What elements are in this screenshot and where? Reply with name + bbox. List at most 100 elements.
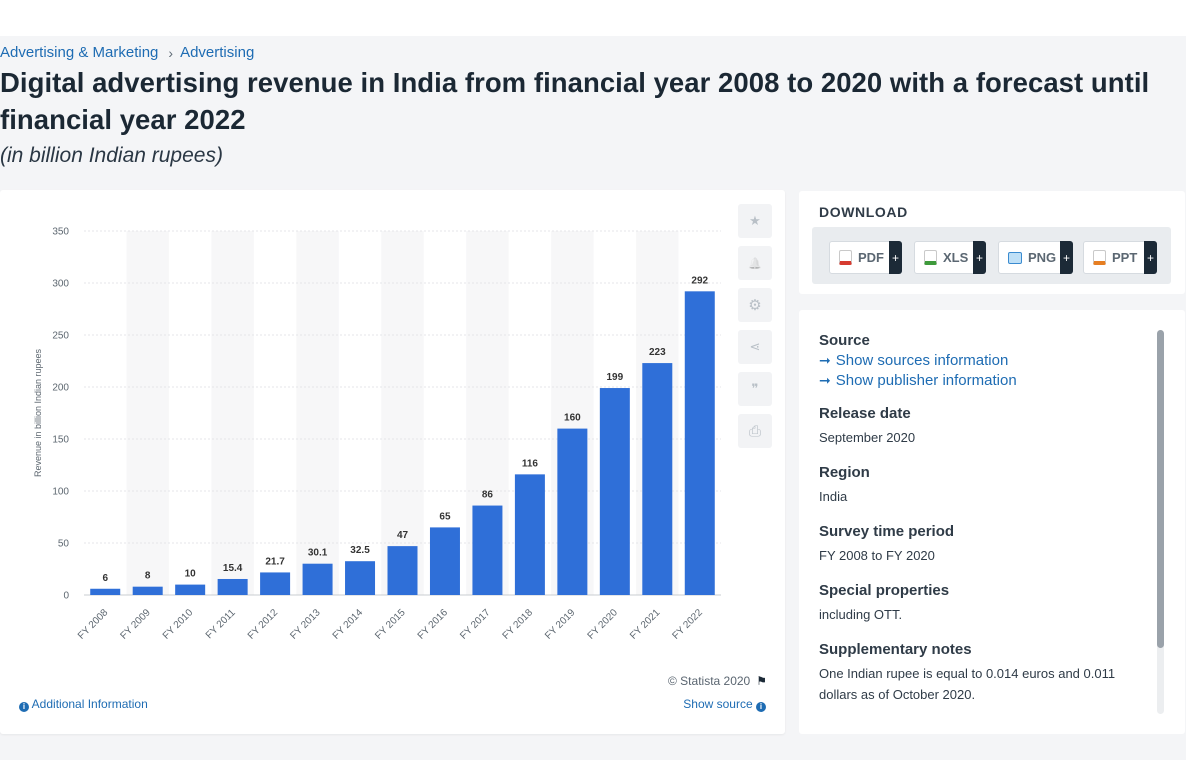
- additional-information-label: Additional Information: [31, 697, 148, 711]
- breadcrumb-advertising-marketing[interactable]: Advertising & Marketing: [0, 44, 159, 61]
- download-xls-button[interactable]: XLS +: [914, 241, 986, 274]
- x-tick-label: FY 2015: [373, 607, 408, 642]
- x-tick-label: FY 2020: [586, 607, 621, 642]
- bar: [684, 291, 715, 595]
- bar: [175, 584, 206, 595]
- y-tick-label: 50: [58, 539, 70, 550]
- copyright-text: © Statista 2020: [668, 674, 751, 688]
- region-heading: Region: [819, 464, 870, 481]
- arrow-right-icon: ➞: [819, 372, 831, 388]
- supplementary-notes-value: One Indian rupee is equal to 0.014 euros…: [819, 666, 1116, 702]
- special-properties-value: including OTT.: [819, 607, 903, 622]
- y-tick-label: 200: [52, 383, 69, 394]
- breadcrumb-advertising[interactable]: Advertising: [180, 44, 255, 61]
- column-band: [211, 231, 254, 595]
- column-band: [126, 231, 169, 595]
- column-band: [296, 231, 339, 595]
- favorite-button[interactable]: ★: [738, 204, 772, 238]
- star-icon: ★: [749, 213, 761, 228]
- x-tick-label: FY 2017: [458, 607, 493, 642]
- xls-file-icon: [924, 250, 937, 265]
- flag-icon[interactable]: ⚑: [756, 674, 767, 688]
- download-png-button[interactable]: PNG +: [998, 241, 1073, 274]
- release-date-heading: Release date: [819, 405, 911, 422]
- y-tick-label: 300: [52, 279, 69, 290]
- share-button[interactable]: ⋖: [738, 330, 772, 364]
- download-ppt-button[interactable]: PPT +: [1083, 241, 1157, 274]
- scrollbar[interactable]: [1157, 330, 1164, 714]
- x-tick-label: FY 2013: [288, 607, 323, 642]
- download-pdf-button[interactable]: PDF +: [829, 241, 902, 274]
- source-information-content: Source ➞ Show sources information ➞ Show p…: [819, 332, 1149, 721]
- source-heading: Source: [819, 332, 870, 349]
- download-ppt-label: PPT: [1112, 250, 1138, 265]
- supplementary-notes-heading: Supplementary notes: [819, 641, 972, 658]
- special-properties-heading: Special properties: [819, 582, 950, 599]
- show-publisher-link[interactable]: ➞ Show publisher information: [819, 372, 1149, 389]
- print-icon: ⎙: [748, 422, 761, 440]
- data-label: 32.5: [350, 545, 370, 556]
- print-button[interactable]: ⎙: [738, 414, 772, 448]
- source-information-card: Source ➞ Show sources information ➞ Show p…: [799, 310, 1185, 734]
- x-tick-label: FY 2021: [628, 607, 663, 642]
- download-pdf-label: PDF: [858, 250, 884, 265]
- bar: [217, 578, 248, 595]
- data-label: 47: [397, 530, 409, 541]
- notification-button[interactable]: 🔔: [738, 246, 772, 280]
- x-tick-label: FY 2011: [204, 607, 238, 641]
- top-navigation-bar: [0, 0, 1186, 36]
- arrow-right-icon: ➞: [819, 352, 831, 368]
- data-label: 86: [482, 490, 494, 501]
- scrollbar-thumb[interactable]: [1157, 330, 1164, 648]
- bar: [472, 505, 503, 595]
- bar: [599, 388, 630, 595]
- release-date-value: September 2020: [819, 430, 916, 445]
- y-tick-label: 350: [52, 227, 69, 238]
- y-tick-label: 0: [63, 591, 69, 602]
- x-tick-label: FY 2019: [543, 607, 578, 642]
- y-tick-label: 100: [52, 487, 69, 498]
- info-icon: i: [19, 702, 29, 712]
- data-label: 10: [185, 569, 197, 580]
- x-tick-label: FY 2022: [671, 607, 706, 642]
- bar: [642, 363, 673, 595]
- show-sources-link[interactable]: ➞ Show sources information: [819, 352, 1149, 369]
- bar: [260, 572, 291, 595]
- data-label: 30.1: [308, 548, 328, 559]
- bar: [387, 546, 418, 595]
- data-label: 199: [606, 372, 623, 383]
- additional-information-link[interactable]: i Additional Information: [19, 697, 148, 712]
- plus-icon: +: [1060, 241, 1073, 274]
- data-label: 65: [439, 511, 451, 522]
- cite-button[interactable]: ❞: [738, 372, 772, 406]
- y-axis-label: Revenue in billion Indian rupees: [33, 348, 43, 477]
- bar: [429, 527, 460, 595]
- x-tick-label: FY 2008: [76, 607, 111, 642]
- x-tick-label: FY 2010: [161, 607, 196, 642]
- share-icon: ⋖: [749, 339, 761, 354]
- data-label: 6: [102, 573, 108, 584]
- bar: [302, 563, 333, 595]
- plus-icon: +: [889, 241, 902, 274]
- settings-button[interactable]: ⚙: [738, 288, 772, 322]
- survey-period-heading: Survey time period: [819, 523, 955, 540]
- show-source-label: Show source: [683, 697, 753, 711]
- plus-icon: +: [1144, 241, 1157, 274]
- survey-period-value: FY 2008 to FY 2020: [819, 548, 935, 563]
- bar: [514, 474, 545, 595]
- breadcrumb-separator-icon: ›: [168, 44, 174, 61]
- region-value: India: [819, 489, 848, 504]
- x-tick-label: FY 2014: [331, 607, 366, 642]
- info-icon: i: [756, 702, 766, 712]
- plus-icon: +: [973, 241, 986, 274]
- data-label: 15.4: [223, 563, 243, 574]
- bar: [345, 561, 376, 595]
- data-label: 116: [522, 458, 539, 469]
- bell-icon: 🔔: [748, 257, 762, 270]
- x-tick-label: FY 2012: [246, 607, 281, 642]
- download-xls-label: XLS: [943, 250, 969, 265]
- show-source-link[interactable]: Show source i: [683, 697, 766, 712]
- data-label: 223: [649, 347, 666, 358]
- copyright: © Statista 2020 ⚑: [668, 674, 767, 688]
- png-file-icon: [1008, 251, 1022, 264]
